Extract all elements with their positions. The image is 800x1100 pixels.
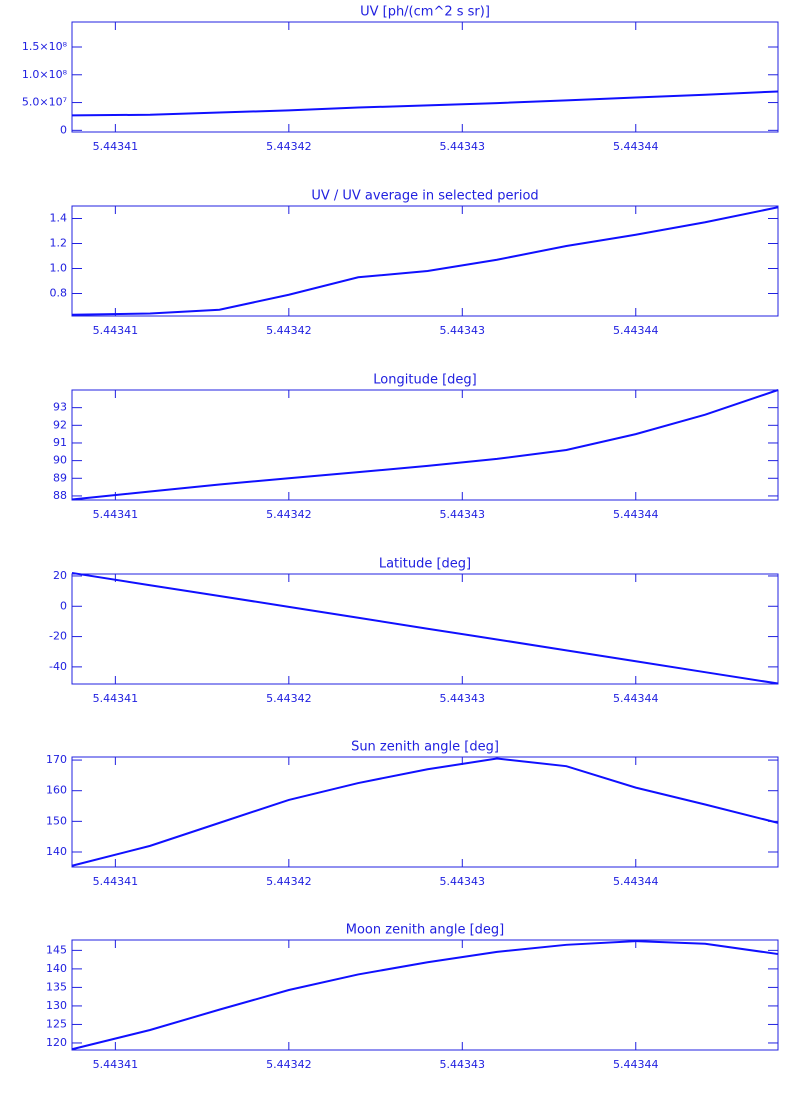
y-tick-label: 120: [46, 1036, 67, 1049]
x-tick-label: 5.44343: [440, 508, 486, 521]
y-tick-label: 93: [53, 401, 67, 414]
x-tick-label: 5.44341: [93, 875, 139, 888]
y-tick-label: 150: [46, 814, 67, 827]
y-tick-label: 88: [53, 489, 67, 502]
plot-frame: [71, 205, 779, 317]
y-tick-label: 1.5×10⁸: [22, 40, 68, 53]
plot-frame: [71, 756, 779, 868]
x-tick-label: 5.44343: [440, 140, 486, 153]
y-tick-label: 89: [53, 471, 67, 484]
x-tick-label: 5.44342: [266, 692, 312, 705]
y-tick-label: 0: [60, 599, 67, 612]
y-tick-label: 92: [53, 418, 67, 431]
y-tick-label: 20: [53, 569, 67, 582]
chart-title: UV [ph/(cm^2 s sr)]: [360, 5, 490, 20]
y-tick-label: 5.0×10⁷: [22, 96, 67, 109]
y-tick-label: -20: [49, 630, 67, 643]
y-tick-label: 145: [46, 943, 67, 956]
x-tick-label: 5.44344: [613, 324, 659, 337]
y-tick-label: 1.0×10⁸: [22, 68, 68, 81]
y-tick-label: 140: [46, 845, 67, 858]
x-tick-label: 5.44343: [440, 692, 486, 705]
y-tick-label: 1.4: [50, 212, 68, 225]
plot-frame: [71, 939, 779, 1051]
chart-title: UV / UV average in selected period: [311, 189, 538, 204]
x-tick-label: 5.44343: [440, 1058, 486, 1071]
y-tick-label: 1.0: [50, 262, 68, 275]
x-tick-label: 5.44341: [93, 692, 139, 705]
y-tick-label: 170: [46, 753, 67, 766]
y-tick-label: 135: [46, 980, 67, 993]
chart-title: Latitude [deg]: [379, 557, 471, 572]
y-tick-label: 0.8: [50, 287, 68, 300]
x-tick-label: 5.44344: [613, 692, 659, 705]
x-tick-label: 5.44343: [440, 875, 486, 888]
y-tick-label: 90: [53, 454, 67, 467]
chart-title: Moon zenith angle [deg]: [346, 923, 504, 938]
x-tick-label: 5.44344: [613, 875, 659, 888]
plot-frame: [71, 573, 779, 685]
x-tick-label: 5.44343: [440, 324, 486, 337]
chart-title: Longitude [deg]: [373, 373, 476, 388]
x-tick-label: 5.44341: [93, 1058, 139, 1071]
plot-frame: [71, 389, 779, 501]
y-tick-label: 0: [60, 123, 67, 136]
y-tick-label: 140: [46, 962, 67, 975]
plot-frame: [71, 21, 779, 133]
y-tick-label: 130: [46, 999, 67, 1012]
data-line: [71, 206, 779, 316]
x-tick-label: 5.44342: [266, 875, 312, 888]
chart-title: Sun zenith angle [deg]: [351, 740, 499, 755]
data-line: [71, 757, 779, 867]
x-tick-label: 5.44344: [613, 1058, 659, 1071]
x-tick-label: 5.44341: [93, 508, 139, 521]
x-tick-label: 5.44342: [266, 508, 312, 521]
data-line: [71, 940, 779, 1051]
data-line: [71, 90, 779, 117]
x-tick-label: 5.44342: [266, 324, 312, 337]
y-tick-label: 125: [46, 1017, 67, 1030]
y-tick-label: 160: [46, 784, 67, 797]
x-tick-label: 5.44342: [266, 1058, 312, 1071]
y-tick-label: -40: [49, 660, 67, 673]
data-line: [71, 571, 779, 685]
x-tick-label: 5.44342: [266, 140, 312, 153]
data-line: [71, 389, 779, 501]
x-tick-label: 5.44341: [93, 140, 139, 153]
x-tick-label: 5.44341: [93, 324, 139, 337]
x-tick-label: 5.44344: [613, 508, 659, 521]
y-tick-label: 1.2: [50, 237, 68, 250]
y-tick-label: 91: [53, 436, 67, 449]
x-tick-label: 5.44344: [613, 140, 659, 153]
